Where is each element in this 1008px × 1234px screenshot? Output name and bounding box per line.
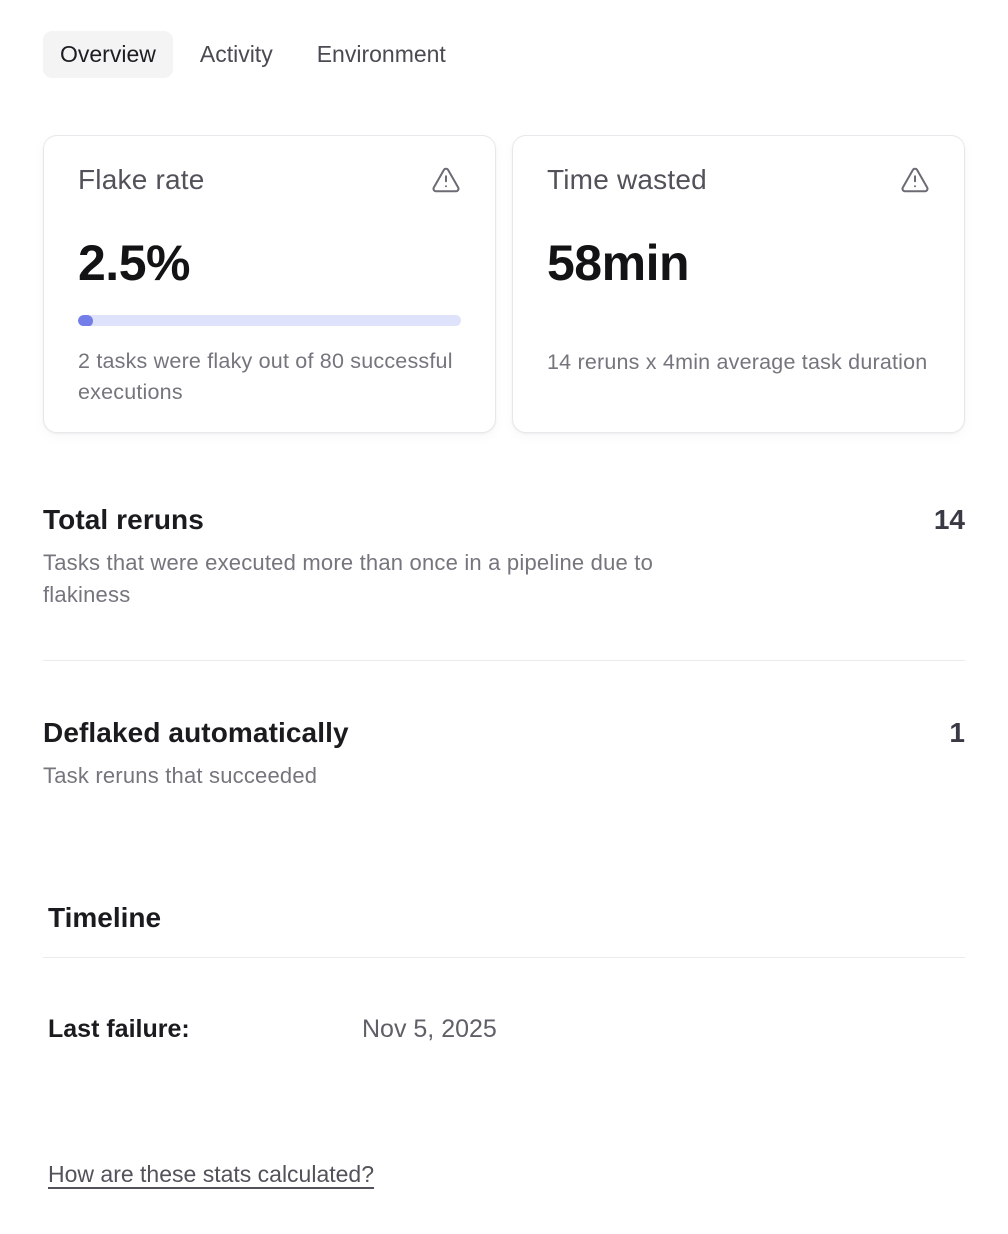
deflaked-description: Task reruns that succeeded — [43, 763, 318, 788]
time-wasted-card: Time wasted 58min 14 reruns x 4min avera… — [512, 135, 965, 433]
stats-calculation-help-link[interactable]: How are these stats calculated? — [48, 1161, 375, 1187]
tab-bar: Overview Activity Environment — [43, 31, 965, 78]
time-wasted-value: 58min — [547, 235, 690, 291]
stat-header: Total reruns 14 — [43, 504, 965, 536]
last-failure-date: Nov 5, 2025 — [362, 1015, 497, 1043]
deflaked-automatically-section: Deflaked automatically 1 Task reruns tha… — [43, 717, 965, 792]
time-wasted-description: 14 reruns x 4min average task duration — [547, 350, 928, 374]
tab-overview[interactable]: Overview — [43, 31, 173, 78]
flakiness-overview-panel: Overview Activity Environment Flake rate… — [0, 31, 1008, 1234]
total-reruns-value: 14 — [933, 504, 965, 535]
tab-environment[interactable]: Environment — [300, 31, 463, 78]
stat-header: Deflaked automatically 1 — [43, 717, 965, 749]
stat-cards-row: Flake rate 2.5% 2 tasks were flaky out o… — [43, 135, 965, 433]
tab-activity[interactable]: Activity — [183, 31, 290, 78]
last-failure-label: Last failure: — [48, 1015, 190, 1043]
total-reruns-label: Total reruns — [43, 504, 204, 535]
timeline-section: Timeline Last failure: Nov 5, 2025 — [43, 902, 965, 1044]
alert-triangle-icon[interactable] — [431, 165, 461, 195]
flake-rate-title: Flake rate — [78, 164, 205, 195]
flake-rate-card: Flake rate 2.5% 2 tasks were flaky out o… — [43, 135, 496, 433]
total-reruns-section: Total reruns 14 Tasks that were executed… — [43, 504, 965, 611]
alert-triangle-icon[interactable] — [900, 165, 930, 195]
last-failure-row: Last failure: Nov 5, 2025 — [48, 1015, 965, 1044]
card-header: Time wasted — [547, 164, 930, 196]
timeline-divider — [43, 957, 965, 958]
deflaked-label: Deflaked automatically — [43, 717, 349, 748]
flake-rate-value: 2.5% — [78, 235, 190, 291]
flake-rate-description: 2 tasks were flaky out of 80 successful … — [78, 349, 453, 404]
total-reruns-description: Tasks that were executed more than once … — [43, 550, 654, 607]
timeline-heading: Timeline — [48, 902, 162, 933]
card-header: Flake rate — [78, 164, 461, 196]
flake-rate-progress-bar — [78, 315, 461, 326]
section-divider — [43, 660, 965, 661]
time-wasted-title: Time wasted — [547, 164, 707, 195]
deflaked-value: 1 — [949, 717, 965, 748]
flake-rate-progress-fill — [78, 315, 93, 326]
